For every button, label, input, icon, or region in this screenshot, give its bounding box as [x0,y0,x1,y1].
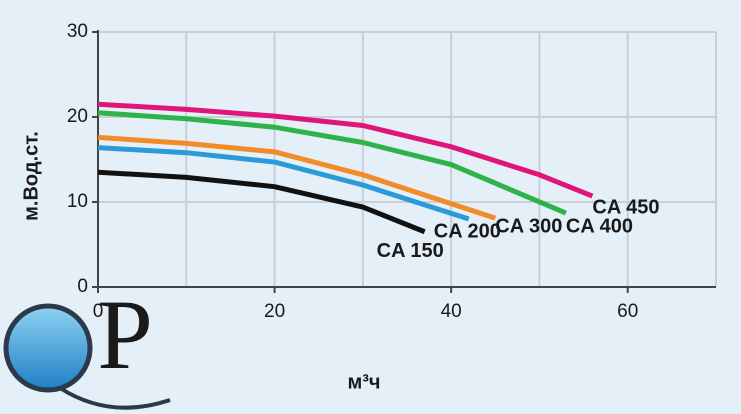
y-axis-label: м.Вод.ст. [20,131,42,221]
y-tick-label: 10 [67,191,88,212]
logo-mark [3,303,93,393]
x-tick-label: 60 [617,301,638,322]
series-label: CA 300 [495,215,562,237]
series-line [97,134,497,221]
series-line [97,169,426,235]
logo-tail [58,386,171,410]
series-label: CA 400 [566,215,633,237]
y-tick-label: 30 [67,21,88,42]
x-tick-label: 20 [264,301,285,322]
series-label: CA 150 [377,240,444,262]
x-tick-label: 40 [441,301,462,322]
y-tick-label: 20 [67,106,88,127]
x-axis-label: м³ч [347,371,380,393]
y-tick-label: 0 [77,276,88,297]
series-line [97,101,594,199]
series-label: CA 200 [434,220,501,242]
series-label: CA 450 [592,196,659,218]
x-tick-label: 0 [93,301,104,322]
series-line [97,145,470,222]
series-line [97,110,567,216]
logo-letter: P [97,279,153,390]
